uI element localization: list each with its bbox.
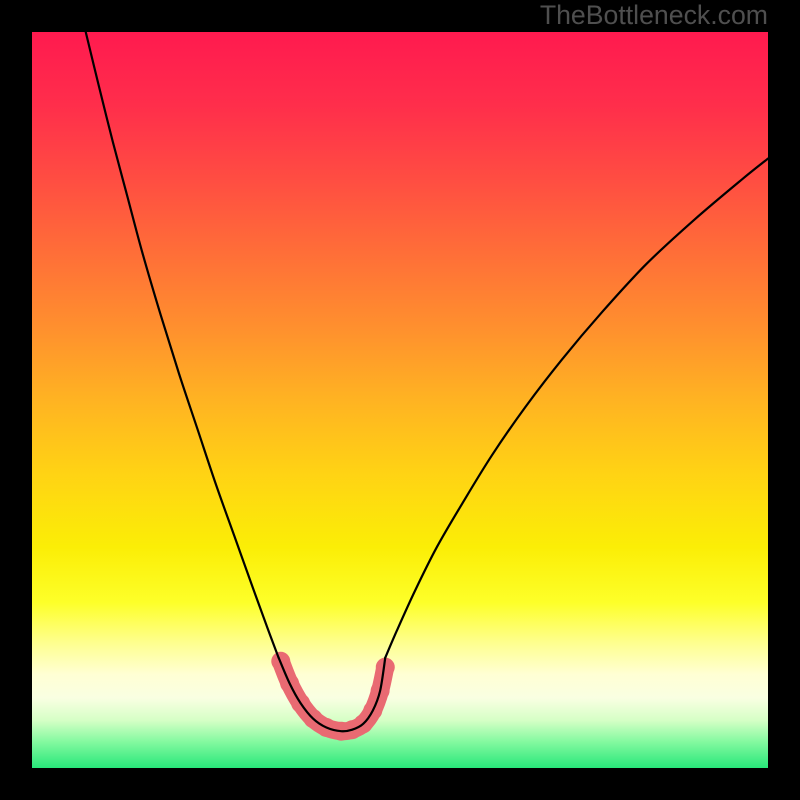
bottleneck-chart-svg bbox=[32, 32, 768, 768]
gradient-background bbox=[32, 32, 768, 768]
chart-outer-border bbox=[0, 0, 800, 800]
plot-area bbox=[32, 32, 768, 768]
watermark-text: TheBottleneck.com bbox=[540, 0, 768, 31]
